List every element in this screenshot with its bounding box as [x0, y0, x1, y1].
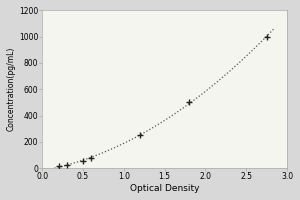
Point: [187, 101, 191, 104]
Point: [264, 35, 269, 38]
Point: [138, 134, 142, 137]
Point: [81, 159, 85, 162]
Point: [56, 165, 61, 168]
Point: [64, 163, 69, 166]
Point: [89, 157, 94, 160]
X-axis label: Optical Density: Optical Density: [130, 184, 200, 193]
Y-axis label: Concentration(pg/mL): Concentration(pg/mL): [7, 47, 16, 131]
